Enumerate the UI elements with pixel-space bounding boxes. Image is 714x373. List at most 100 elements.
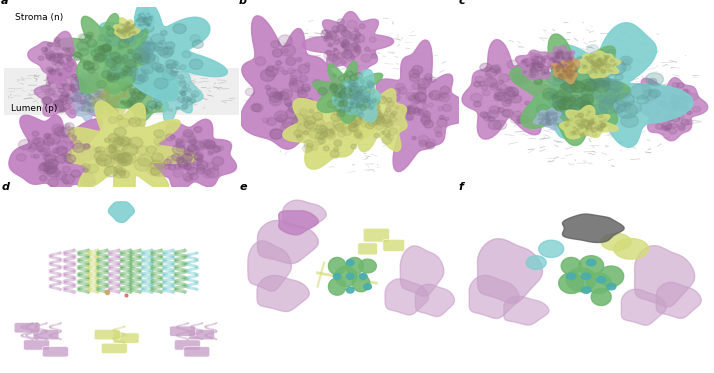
- Circle shape: [121, 137, 131, 145]
- Circle shape: [580, 134, 585, 137]
- Circle shape: [341, 41, 349, 48]
- Circle shape: [508, 88, 513, 92]
- Circle shape: [499, 74, 510, 82]
- Circle shape: [139, 16, 141, 19]
- Circle shape: [670, 94, 679, 100]
- Circle shape: [601, 124, 606, 127]
- Circle shape: [145, 18, 146, 19]
- Circle shape: [139, 14, 141, 15]
- Circle shape: [563, 85, 573, 93]
- Circle shape: [531, 58, 533, 60]
- Circle shape: [173, 23, 186, 34]
- Circle shape: [49, 51, 54, 54]
- Polygon shape: [359, 259, 376, 273]
- Circle shape: [292, 116, 306, 128]
- Circle shape: [181, 93, 186, 96]
- Circle shape: [93, 88, 99, 93]
- Circle shape: [319, 134, 326, 140]
- Circle shape: [151, 165, 166, 176]
- Circle shape: [325, 33, 332, 40]
- Circle shape: [426, 139, 436, 147]
- Circle shape: [382, 136, 392, 144]
- Circle shape: [184, 176, 193, 182]
- FancyBboxPatch shape: [174, 340, 201, 350]
- Circle shape: [480, 112, 488, 117]
- Circle shape: [137, 93, 146, 99]
- Circle shape: [376, 118, 385, 125]
- Circle shape: [171, 88, 176, 92]
- Circle shape: [571, 95, 580, 101]
- Circle shape: [168, 88, 173, 91]
- Circle shape: [309, 110, 313, 113]
- Circle shape: [580, 94, 594, 103]
- Circle shape: [559, 76, 563, 79]
- Circle shape: [361, 99, 363, 101]
- Circle shape: [538, 115, 540, 116]
- Circle shape: [340, 85, 345, 89]
- Circle shape: [669, 99, 677, 104]
- Circle shape: [350, 103, 357, 109]
- Circle shape: [81, 100, 86, 104]
- Circle shape: [155, 64, 165, 72]
- Circle shape: [84, 105, 88, 108]
- Circle shape: [78, 80, 83, 84]
- Circle shape: [351, 113, 355, 117]
- Circle shape: [642, 90, 657, 100]
- Circle shape: [584, 119, 588, 122]
- Circle shape: [562, 58, 564, 59]
- Circle shape: [104, 138, 110, 142]
- Circle shape: [333, 48, 337, 51]
- Circle shape: [63, 84, 72, 91]
- Circle shape: [348, 91, 354, 95]
- Circle shape: [142, 23, 154, 32]
- Circle shape: [545, 112, 548, 114]
- Circle shape: [592, 91, 602, 98]
- Circle shape: [602, 79, 621, 93]
- Circle shape: [586, 79, 600, 90]
- Polygon shape: [66, 101, 196, 211]
- Polygon shape: [510, 34, 630, 145]
- Circle shape: [290, 76, 297, 81]
- Circle shape: [55, 69, 62, 73]
- Circle shape: [123, 55, 128, 59]
- Circle shape: [62, 166, 71, 172]
- Polygon shape: [635, 246, 695, 307]
- Circle shape: [569, 54, 570, 55]
- Circle shape: [343, 27, 347, 30]
- Circle shape: [143, 41, 156, 51]
- Circle shape: [563, 68, 566, 70]
- Circle shape: [161, 79, 170, 85]
- Circle shape: [146, 56, 155, 63]
- Circle shape: [581, 88, 597, 99]
- Circle shape: [106, 101, 111, 106]
- Circle shape: [331, 113, 341, 122]
- Circle shape: [395, 116, 401, 121]
- Circle shape: [54, 40, 59, 44]
- Circle shape: [561, 65, 563, 66]
- Circle shape: [54, 45, 61, 50]
- Circle shape: [123, 66, 131, 72]
- Circle shape: [110, 52, 120, 59]
- Circle shape: [143, 21, 145, 23]
- Circle shape: [368, 100, 371, 101]
- Circle shape: [346, 54, 355, 61]
- Circle shape: [558, 50, 561, 52]
- Circle shape: [555, 56, 557, 58]
- Circle shape: [542, 114, 545, 116]
- Circle shape: [387, 101, 394, 107]
- Circle shape: [89, 89, 92, 91]
- Circle shape: [683, 89, 688, 93]
- Circle shape: [99, 90, 101, 93]
- Circle shape: [111, 105, 116, 109]
- Circle shape: [51, 124, 64, 133]
- Circle shape: [382, 97, 386, 99]
- Circle shape: [136, 92, 141, 96]
- Circle shape: [363, 97, 367, 100]
- Circle shape: [356, 49, 361, 54]
- Circle shape: [595, 125, 601, 129]
- Circle shape: [556, 54, 558, 56]
- Circle shape: [186, 100, 193, 105]
- Circle shape: [114, 137, 124, 145]
- Circle shape: [143, 20, 146, 22]
- Circle shape: [585, 120, 590, 123]
